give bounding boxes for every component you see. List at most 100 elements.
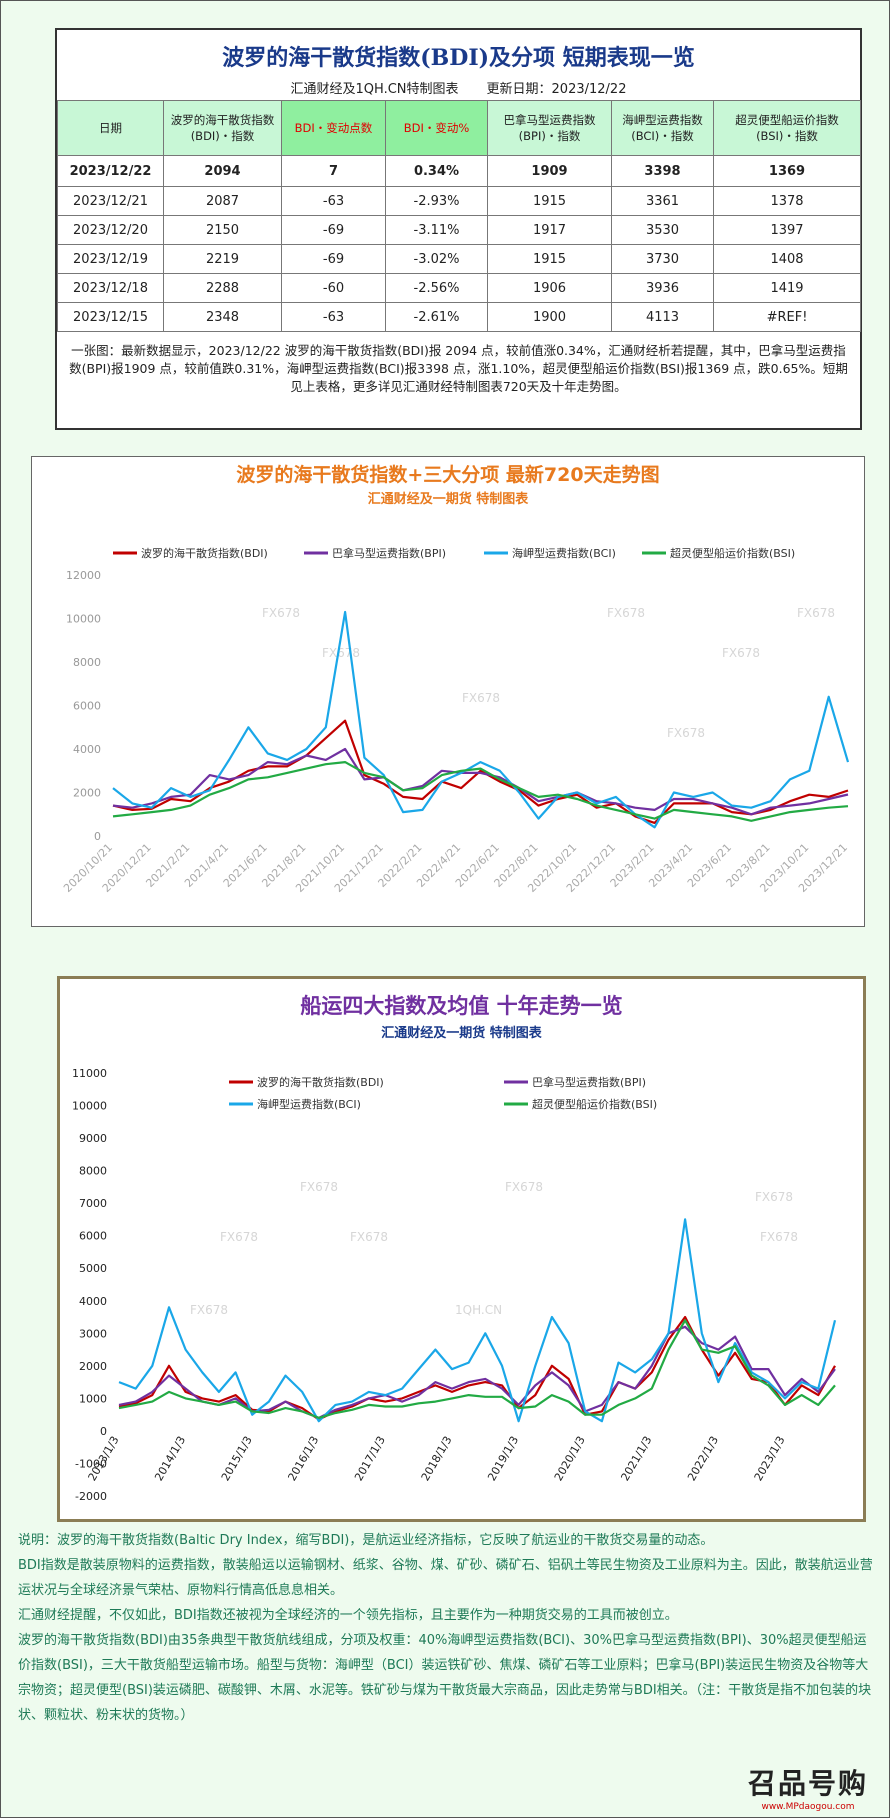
table-cell: 3530 bbox=[611, 215, 714, 245]
table-cell: -3.02% bbox=[385, 244, 488, 274]
table-cell: 1906 bbox=[487, 273, 612, 303]
series-line bbox=[118, 1325, 836, 1419]
watermark: FX678 bbox=[505, 1180, 543, 1194]
table-cell: -2.61% bbox=[385, 302, 488, 332]
x-tick-label: 2022/1/3 bbox=[685, 1434, 721, 1483]
y-tick-label: 6000 bbox=[73, 700, 101, 713]
column-header: 巴拿马型运费指数(BPI)・指数 bbox=[487, 100, 612, 156]
table-row: 2023/12/18 2288 -60 -2.56% 1906 3936 1419 bbox=[57, 273, 861, 303]
watermark: FX678 bbox=[755, 1190, 793, 1204]
table-cell: -63 bbox=[281, 186, 386, 216]
table-cell: -63 bbox=[281, 302, 386, 332]
series-line bbox=[118, 1319, 836, 1419]
logo: 召品号购 www.MPdaogou.com bbox=[748, 1762, 868, 1812]
note-paragraph: 波罗的海干散货指数(BDI)由35条典型干散货航线组成，分项及权重：40%海岬型… bbox=[18, 1633, 872, 1723]
table-cell: 2023/12/15 bbox=[57, 302, 164, 332]
table-cell: -3.11% bbox=[385, 215, 488, 245]
y-tick-label: 8000 bbox=[79, 1165, 107, 1178]
panel-subtitle: 汇通财经及1QH.CN特制图表 更新日期：2023/12/22 bbox=[57, 78, 860, 97]
y-tick-label: 11000 bbox=[72, 1067, 107, 1080]
index-table: 日期 波罗的海干散货指数(BDI)・指数 BDI・变动点数 BDI・变动% 巴拿马型运费… bbox=[57, 100, 861, 332]
table-cell: 7 bbox=[281, 155, 386, 187]
column-header: 超灵便型船运价指数(BSI)・指数 bbox=[713, 100, 861, 156]
legend-label: 海岬型运费指数(BCI) bbox=[257, 1097, 361, 1111]
column-header: 日期 bbox=[57, 100, 164, 156]
x-tick-label: 2021/1/3 bbox=[618, 1434, 654, 1483]
table-row: 2023/12/20 2150 -69 -3.11% 1917 3530 1397 bbox=[57, 215, 861, 245]
table-cell: -2.93% bbox=[385, 186, 488, 216]
table-cell: 1909 bbox=[487, 155, 612, 187]
column-header: 海岬型运费指数(BCI)・指数 bbox=[611, 100, 714, 156]
watermark: FX678 bbox=[722, 646, 760, 660]
legend-label: 波罗的海干散货指数(BDI) bbox=[141, 546, 268, 560]
watermark: FX678 bbox=[462, 691, 500, 705]
table-cell: 1408 bbox=[713, 244, 861, 274]
table-cell: 2023/12/21 bbox=[57, 186, 164, 216]
table-cell: 2087 bbox=[163, 186, 282, 216]
x-tick-label: 2023/1/3 bbox=[752, 1434, 788, 1483]
source: 汇通财经及1QH.CN特制图表 bbox=[290, 82, 459, 97]
table-cell: 1917 bbox=[487, 215, 612, 245]
table-cell: -69 bbox=[281, 244, 386, 274]
column-header: 波罗的海干散货指数(BDI)・指数 bbox=[163, 100, 282, 156]
y-tick-label: 3000 bbox=[79, 1327, 107, 1340]
chart-panel: 波罗的海干散货指数+三大分项 最新720天走势图 汇通财经及一期货 特制图表 FX6… bbox=[31, 456, 865, 927]
x-tick-label: 2017/1/3 bbox=[352, 1434, 388, 1483]
watermark: FX678 bbox=[760, 1230, 798, 1244]
x-tick-label: 2014/1/3 bbox=[152, 1434, 188, 1483]
table-cell: 1397 bbox=[713, 215, 861, 245]
y-tick-label: 0 bbox=[94, 830, 101, 843]
summary-panel: 波罗的海干散货指数(BDI)及分项 短期表现一览 汇通财经及1QH.CN特制图表… bbox=[55, 28, 862, 430]
table-cell: 3361 bbox=[611, 186, 714, 216]
table-cell: 3730 bbox=[611, 244, 714, 274]
chart-panel: 船运四大指数及均值 十年走势一览汇通财经及一期货 特制图表 FX678 FX678 F… bbox=[57, 976, 866, 1522]
table-cell: 2219 bbox=[163, 244, 282, 274]
watermark: FX678 bbox=[607, 606, 645, 620]
legend-label: 超灵便型船运价指数(BSI) bbox=[670, 546, 795, 560]
table-cell: #REF! bbox=[713, 302, 861, 332]
watermark: FX678 bbox=[667, 726, 705, 740]
note-paragraph: 汇通财经提醒，不仅如此，BDI指数还被视为全球经济的一个领先指标，且主要作为一种… bbox=[18, 1608, 678, 1623]
watermark: FX678 bbox=[350, 1230, 388, 1244]
series-line bbox=[112, 610, 850, 829]
y-tick-label: 8000 bbox=[73, 656, 101, 669]
table-cell: 2348 bbox=[163, 302, 282, 332]
y-tick-label: 2000 bbox=[79, 1360, 107, 1373]
table-cell: 1915 bbox=[487, 186, 612, 216]
y-tick-label: 0 bbox=[100, 1425, 107, 1438]
table-row: 2023/12/21 2087 -63 -2.93% 1915 3361 1378 bbox=[57, 186, 861, 216]
y-tick-label: 10000 bbox=[72, 1100, 107, 1113]
y-tick-label: 2000 bbox=[73, 787, 101, 800]
table-cell: 3398 bbox=[611, 155, 714, 187]
y-tick-label: 4000 bbox=[79, 1295, 107, 1308]
legend-label: 巴拿马型运费指数(BPI) bbox=[532, 1075, 646, 1089]
summary-text: 一张图：最新数据显示，2023/12/22 波罗的海干散货指数(BDI)报 20… bbox=[69, 343, 848, 394]
chart-title: 船运四大指数及均值 十年走势一览 bbox=[300, 994, 622, 1018]
table-cell: 1900 bbox=[487, 302, 612, 332]
y-tick-label: 10000 bbox=[66, 613, 101, 626]
series-line bbox=[112, 761, 849, 822]
table-cell: 2023/12/19 bbox=[57, 244, 164, 274]
watermark: FX678 bbox=[300, 1180, 338, 1194]
chart-subtitle: 汇通财经及一期货 特制图表 bbox=[368, 491, 530, 507]
table-cell: -60 bbox=[281, 273, 386, 303]
table-row: 2023/12/15 2348 -63 -2.61% 1900 4113 #REF! bbox=[57, 302, 861, 332]
table-cell: -2.56% bbox=[385, 273, 488, 303]
y-tick-label: 1000 bbox=[79, 1392, 107, 1405]
table-cell: 3936 bbox=[611, 273, 714, 303]
watermark: FX678 bbox=[220, 1230, 258, 1244]
chart-subtitle: 汇通财经及一期货 特制图表 bbox=[381, 1025, 543, 1041]
table-cell: 4113 bbox=[611, 302, 714, 332]
watermark: FX678 bbox=[262, 606, 300, 620]
table-cell: 1378 bbox=[713, 186, 861, 216]
legend-label: 巴拿马型运费指数(BPI) bbox=[332, 546, 446, 560]
legend-label: 超灵便型船运价指数(BSI) bbox=[532, 1097, 657, 1111]
x-tick-label: 2018/1/3 bbox=[419, 1434, 455, 1483]
x-tick-label: 2015/1/3 bbox=[219, 1434, 255, 1483]
table-row: 2023/12/22 2094 7 0.34% 1909 3398 1369 bbox=[57, 155, 861, 187]
y-tick-label: 4000 bbox=[73, 743, 101, 756]
x-tick-label: 2016/1/3 bbox=[285, 1434, 321, 1483]
notes: 说明：波罗的海干散货指数(Baltic Dry Index，缩写BDI)，是航运… bbox=[18, 1528, 874, 1728]
